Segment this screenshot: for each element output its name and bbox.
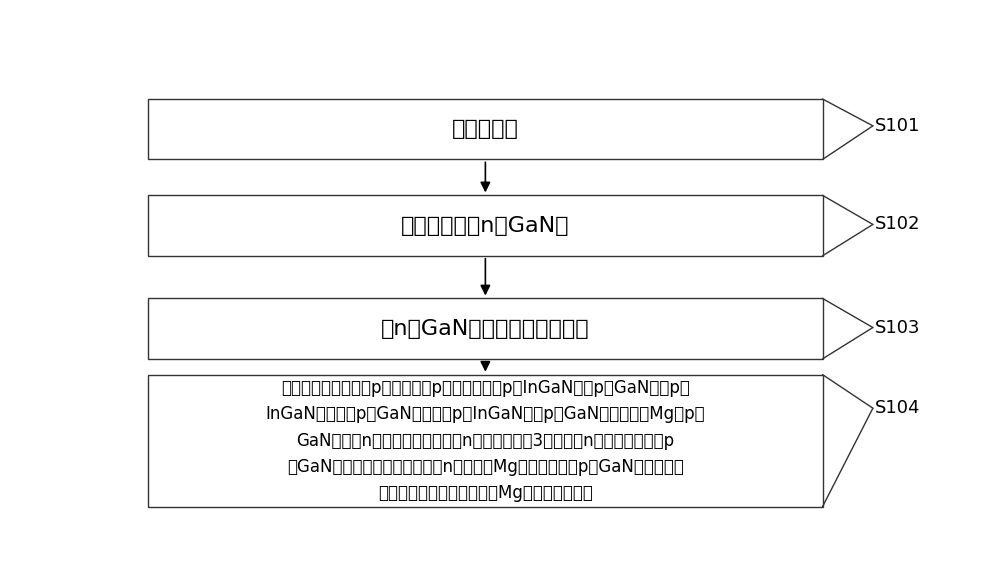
Text: S101: S101 (875, 117, 921, 135)
Text: 在n型GaN层上生长多量子阱层: 在n型GaN层上生长多量子阱层 (381, 318, 590, 339)
Text: 在多量子阱层上生长p型复合层，p型复合层包括p型InGaN层与p型GaN层，p型
InGaN层插设在p型GaN层中，且p型InGaN层与p型GaN层中均掺杂Mg: 在多量子阱层上生长p型复合层，p型复合层包括p型InGaN层与p型GaN层，p型… (266, 379, 705, 502)
Bar (148, 99, 822, 159)
Text: 提供一衬底: 提供一衬底 (452, 119, 519, 139)
Bar (148, 375, 822, 507)
Text: S102: S102 (875, 215, 921, 233)
Bar (148, 196, 822, 256)
Bar (148, 299, 822, 359)
Text: S103: S103 (875, 318, 921, 336)
Text: 在衬底上生长n型GaN层: 在衬底上生长n型GaN层 (401, 215, 570, 236)
Text: S104: S104 (875, 399, 921, 417)
